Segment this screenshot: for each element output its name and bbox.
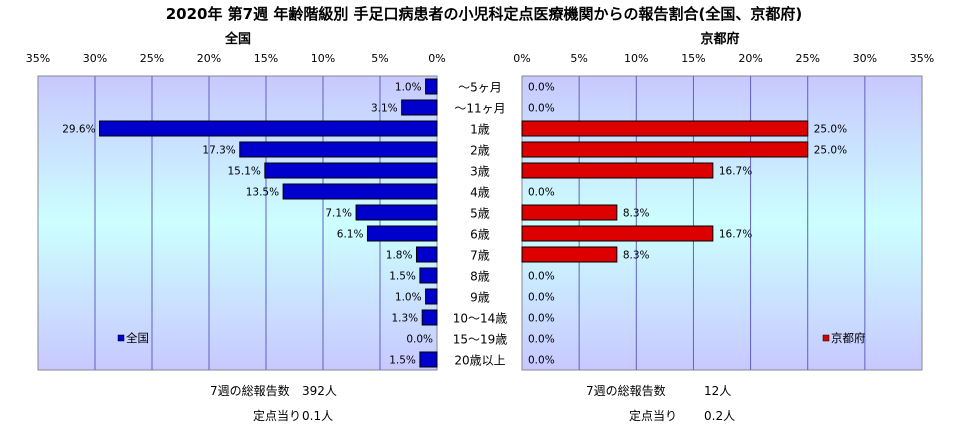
kyoto-data-label: 0.0% (528, 271, 555, 283)
national-bar (425, 288, 438, 305)
national-per-label: 定点当り (253, 408, 301, 423)
national-data-label: 17.3% (202, 145, 235, 157)
national-panel-title: 全国 (224, 31, 251, 47)
national-bar (419, 267, 438, 284)
national-bar (419, 351, 438, 368)
category-label: 3歳 (470, 165, 490, 179)
national-data-label: 13.5% (246, 187, 279, 199)
category-label: ～11ヶ月 (454, 102, 505, 116)
national-bar (366, 225, 438, 242)
kyoto-bar (521, 225, 714, 242)
national-tick-label: 0% (428, 52, 445, 65)
national-tick-label: 35% (26, 52, 50, 65)
kyoto-data-label: 8.3% (623, 208, 650, 220)
national-data-label: 1.5% (389, 271, 416, 283)
kyoto-legend-label: 京都府 (831, 331, 866, 345)
kyoto-tick-label: 15% (681, 52, 705, 65)
category-label: 1歳 (470, 123, 490, 137)
national-bar (421, 309, 438, 326)
kyoto-data-label: 25.0% (814, 145, 847, 157)
national-data-label: 6.1% (337, 229, 364, 241)
national-per-value: 0.1人 (302, 409, 333, 423)
national-legend-swatch (117, 334, 125, 342)
kyoto-legend-swatch (822, 334, 830, 342)
kyoto-data-label: 16.7% (719, 229, 752, 241)
national-bar (99, 120, 438, 137)
kyoto-data-label: 25.0% (814, 124, 847, 136)
national-tick-label: 15% (254, 52, 278, 65)
national-data-label: 1.0% (395, 82, 422, 94)
category-label: 10～14歳 (453, 312, 508, 326)
kyoto-data-label: 0.0% (528, 187, 555, 199)
kyoto-tick-label: 20% (738, 52, 762, 65)
kyoto-data-label: 0.0% (528, 313, 555, 325)
kyoto-data-label: 0.0% (528, 334, 555, 346)
category-label: 4歳 (470, 186, 490, 200)
kyoto-bar (521, 204, 618, 221)
category-label: 9歳 (470, 291, 490, 305)
national-legend-label: 全国 (126, 331, 149, 345)
kyoto-data-label: 0.0% (528, 292, 555, 304)
national-data-label: 1.0% (395, 292, 422, 304)
national-bar (415, 246, 438, 263)
national-bar (239, 141, 438, 158)
national-data-label: 1.3% (391, 313, 418, 325)
category-label: ～5ヶ月 (458, 81, 502, 95)
national-bar (401, 99, 438, 116)
kyoto-tick-label: 25% (795, 52, 819, 65)
kyoto-data-label: 0.0% (528, 355, 555, 367)
category-label: 8歳 (470, 270, 490, 284)
national-data-label: 3.1% (371, 103, 398, 115)
national-total-value: 392人 (302, 384, 337, 398)
category-label: 6歳 (470, 228, 490, 242)
kyoto-tick-label: 0% (513, 52, 530, 65)
chart-title: 2020年 第7週 年齢階級別 手足口病患者の小児科定点医療機関からの報告割合(… (165, 5, 803, 23)
national-bar (264, 162, 438, 179)
national-data-label: 29.6% (62, 124, 95, 136)
national-tick-label: 5% (371, 52, 388, 65)
national-plot-area (37, 75, 438, 371)
national-data-label: 7.1% (325, 208, 352, 220)
kyoto-bar (521, 246, 618, 263)
kyoto-data-label: 8.3% (623, 250, 650, 262)
kyoto-total-value: 12人 (704, 384, 731, 398)
kyoto-per-label: 定点当り (629, 408, 677, 423)
kyoto-tick-label: 10% (624, 52, 648, 65)
national-data-label: 1.8% (386, 250, 413, 262)
national-bar (355, 204, 438, 221)
category-label: 15～19歳 (453, 333, 508, 347)
kyoto-total-label: 7週の総報告数 (586, 383, 666, 398)
kyoto-panel-title: 京都府 (700, 31, 739, 47)
kyoto-per-value: 0.2人 (704, 409, 735, 423)
chart-layer: 0% 5% 10% 15% 20% 25% 30% 35% 全国 1.0% 3.1% 29.6% 17.… (26, 31, 934, 423)
national-data-label: 0.0% (406, 334, 433, 346)
national-tick-label: 10% (311, 52, 335, 65)
national-data-label: 1.5% (389, 355, 416, 367)
national-data-label: 15.1% (228, 166, 261, 178)
kyoto-tick-label: 35% (910, 52, 934, 65)
kyoto-plot-area (521, 75, 923, 371)
kyoto-data-label: 0.0% (528, 103, 555, 115)
kyoto-tick-label: 30% (853, 52, 877, 65)
national-tick-label: 25% (140, 52, 164, 65)
national-tick-label: 20% (197, 52, 221, 65)
category-label: 5歳 (470, 207, 490, 221)
kyoto-data-label: 16.7% (719, 166, 752, 178)
kyoto-data-label: 0.0% (528, 82, 555, 94)
national-bar (282, 183, 438, 200)
national-bar (425, 78, 438, 95)
kyoto-tick-label: 5% (570, 52, 587, 65)
national-total-label: 7週の総報告数 (210, 383, 290, 398)
category-label: 2歳 (470, 144, 490, 158)
category-label: 7歳 (470, 249, 490, 263)
kyoto-bar (521, 162, 714, 179)
category-label: 20歳以上 (454, 354, 505, 368)
kyoto-bar (521, 120, 809, 137)
national-tick-label: 30% (83, 52, 107, 65)
kyoto-bar (521, 141, 809, 158)
